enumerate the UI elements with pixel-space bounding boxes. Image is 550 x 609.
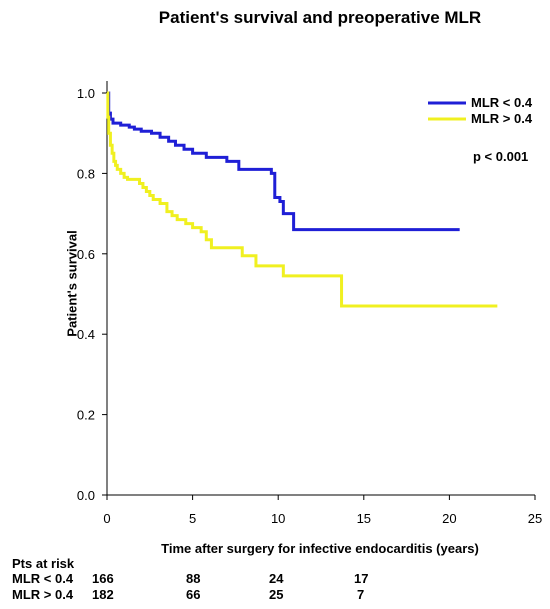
x-tick-label: 10: [271, 511, 285, 526]
risk-table-title: Pts at risk: [12, 556, 75, 571]
y-tick-label: 0.2: [77, 408, 95, 423]
p-value-annotation: p < 0.001: [473, 149, 529, 164]
risk-value-low-15: 17: [354, 571, 369, 586]
risk-value-high-15: 7: [357, 587, 365, 602]
risk-value-low-5: 88: [186, 571, 201, 586]
risk-value-high-10: 25: [269, 587, 284, 602]
x-tick-label: 25: [528, 511, 542, 526]
y-axis-label: Patient's survival: [64, 230, 80, 337]
chart-title: Patient's survival and preoperative MLR: [158, 8, 482, 27]
series-line-mlr-low: [107, 91, 460, 232]
x-tick-label: 15: [357, 511, 371, 526]
y-tick-label: 0.6: [77, 247, 95, 262]
risk-value-high-0: 182: [92, 587, 114, 602]
x-tick-label: 20: [442, 511, 456, 526]
risk-row-label-high: MLR > 0.4: [12, 587, 74, 602]
x-tick-label: 5: [189, 511, 196, 526]
risk-row-label-low: MLR < 0.4: [12, 571, 74, 586]
y-tick-label: 1.0: [77, 86, 95, 101]
risk-value-low-0: 166: [92, 571, 114, 586]
y-tick-label: 0.8: [77, 166, 95, 181]
risk-value-low-10: 24: [269, 571, 284, 586]
series-line-mlr-high: [106, 91, 498, 308]
x-axis-label: Time after surgery for infective endocar…: [161, 541, 479, 556]
y-tick-label: 0.0: [77, 488, 95, 503]
y-tick-label: 0.4: [77, 327, 95, 342]
x-tick-label: 0: [103, 511, 110, 526]
legend-label-mlr-low: MLR < 0.4: [471, 95, 533, 110]
legend-label-mlr-high: MLR > 0.4: [471, 111, 533, 126]
risk-value-high-5: 66: [186, 587, 201, 602]
